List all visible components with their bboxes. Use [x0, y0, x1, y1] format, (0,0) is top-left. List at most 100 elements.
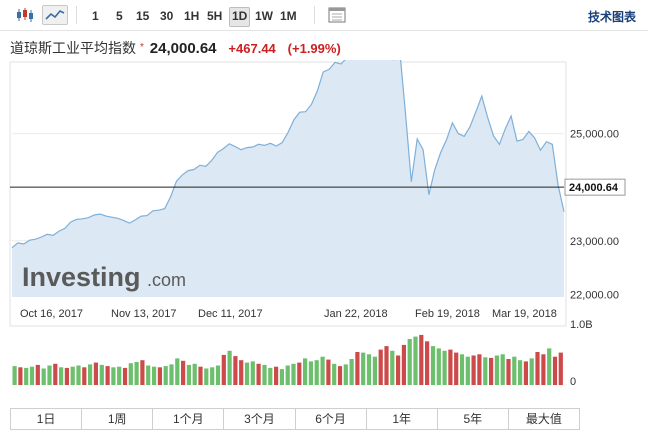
interval-5[interactable]: 5	[116, 9, 123, 23]
volume-bar	[70, 366, 75, 385]
volume-bar	[512, 356, 517, 385]
x-tick-label: Mar 19, 2018	[492, 308, 557, 320]
price-tag-label: 24,000.64	[569, 182, 619, 194]
volume-bar	[105, 366, 110, 385]
volume-bar	[29, 366, 35, 385]
volume-bar	[204, 368, 209, 385]
volume-bar	[215, 365, 221, 385]
watermark-suffix: .com	[147, 270, 186, 290]
volume-bar	[430, 346, 436, 385]
range-tab[interactable]: 1个月	[153, 409, 225, 429]
calendar-icon[interactable]	[324, 5, 350, 25]
volume-bar	[169, 364, 174, 385]
x-tick-label: Nov 13, 2017	[111, 308, 176, 320]
volume-bar	[111, 367, 116, 385]
range-tab[interactable]: 1日	[11, 409, 83, 429]
volume-bar	[500, 354, 505, 385]
volume-bar	[471, 355, 476, 385]
volume-bar	[413, 336, 418, 385]
toolbar-separator	[314, 6, 315, 24]
volume-bar	[372, 356, 377, 385]
volume-bar	[454, 352, 459, 386]
volume-bar	[401, 344, 406, 385]
volume-bar	[239, 360, 244, 385]
volume-bar	[41, 368, 46, 385]
price-tag	[564, 178, 626, 196]
volume-bar	[152, 366, 157, 385]
volume-bar	[355, 352, 360, 385]
volume-bar	[233, 356, 238, 385]
interval-1m[interactable]: 1M	[280, 9, 297, 23]
x-axis: Oct 16, 2017 Nov 13, 2017 Dec 11, 2017 Jan …	[20, 308, 557, 320]
volume-bar	[262, 364, 267, 385]
range-tabs: 1日 1周 1个月 3个月 6个月 1年 5年 最大值	[10, 408, 580, 430]
volume-bar	[547, 348, 552, 385]
instrument-name: 道琼斯工业平均指数	[10, 40, 136, 56]
y-axis: 25,000.00 23,000.00 22,000.00	[570, 129, 619, 302]
volume-bar	[146, 365, 151, 385]
quote-marker: *	[140, 42, 144, 53]
volume-bar	[459, 354, 465, 385]
volume-bar	[448, 349, 453, 385]
volume-bar	[337, 366, 343, 385]
volume-bar	[407, 339, 412, 385]
volume-bar	[436, 348, 441, 385]
range-tab[interactable]: 1年	[367, 409, 438, 429]
range-tab[interactable]: 1周	[82, 409, 154, 429]
price-chart[interactable]: 25,000.00 23,000.00 22,000.00 Oct 16, 2017…	[0, 60, 648, 405]
price-change-pct: (+1.99%)	[287, 41, 341, 56]
volume-bar	[291, 363, 296, 385]
line-chart-icon[interactable]	[42, 5, 68, 25]
chart-toolbar: 1 5 15 30 1H 5H 1D 1W 1M 技术图表	[0, 0, 648, 31]
volume-bar	[366, 354, 372, 385]
volume-bar	[442, 350, 447, 385]
volume-bar	[274, 366, 279, 385]
range-tab[interactable]: 3个月	[224, 409, 296, 429]
volume-bar	[88, 364, 93, 385]
volume-bar	[535, 352, 540, 385]
volume-bar	[157, 367, 162, 385]
volume-bars	[12, 334, 563, 386]
volume-bar	[419, 334, 424, 385]
interval-1h[interactable]: 1H	[184, 9, 200, 23]
current-price-line: 24,000.64	[10, 178, 626, 196]
volume-bar	[541, 354, 546, 385]
interval-1[interactable]: 1	[92, 9, 99, 23]
volume-bar	[210, 367, 215, 385]
volume-bar	[308, 361, 313, 385]
volume-bar	[186, 364, 191, 385]
volume-bar	[256, 363, 261, 385]
volume-bar	[529, 358, 534, 385]
volume-bar	[59, 367, 64, 385]
volume-bar	[390, 350, 395, 385]
volume-bar	[244, 362, 250, 385]
interval-30[interactable]: 30	[160, 9, 174, 23]
volume-bar	[332, 363, 337, 385]
volume-bar	[425, 341, 430, 385]
volume-bar	[163, 366, 168, 385]
y-tick-label: 25,000.00	[570, 129, 619, 141]
volume-bar	[349, 359, 354, 385]
volume-top-label: 1.0B	[570, 319, 593, 331]
interval-15[interactable]: 15	[136, 9, 150, 23]
interval-5h[interactable]: 5H	[207, 9, 223, 23]
volume-bar	[53, 363, 58, 385]
interval-1d[interactable]: 1D	[229, 7, 251, 27]
price-line	[11, 60, 565, 249]
tech-chart-link[interactable]: 技术图表	[587, 10, 636, 24]
volume-bar	[35, 364, 40, 385]
volume-bar	[181, 360, 186, 385]
volume-bar	[343, 364, 348, 385]
candlestick-icon[interactable]	[12, 5, 38, 25]
range-tab[interactable]: 最大值	[525, 412, 562, 426]
volume-bar	[64, 367, 69, 385]
volume-bar	[489, 357, 494, 385]
volume-bar	[140, 360, 145, 385]
volume-bar	[396, 355, 401, 385]
range-tab[interactable]: 6个月	[296, 409, 367, 429]
interval-1w[interactable]: 1W	[255, 9, 273, 23]
volume-bar	[465, 356, 470, 385]
range-tab[interactable]: 5年	[438, 409, 509, 429]
volume-bar	[221, 354, 226, 385]
volume-bar	[175, 358, 180, 385]
